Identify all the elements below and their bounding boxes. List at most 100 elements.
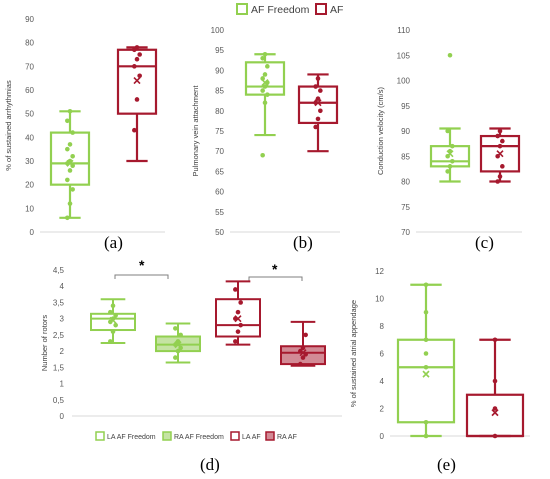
panel-e-box-af-freedom-point — [423, 364, 429, 370]
panel-a-box-af-freedom-point — [65, 177, 70, 183]
panel-d-box-la-af-mean — [234, 315, 242, 323]
panel-a-y-tick-label: 90 — [25, 15, 34, 24]
panel-b-y-tick-label: 60 — [215, 188, 224, 197]
panel-b-box-af-freedom-point — [262, 72, 268, 77]
panel-d-box-la-af-freedom-point — [113, 313, 118, 318]
panel-d-y-tick-label: 4,5 — [53, 266, 65, 275]
panel-d-box-ra-af-mean — [299, 349, 307, 357]
panel-c-y-axis-title: Conduction velocity (cm/s) — [376, 87, 385, 175]
legend-label-af: AF — [330, 4, 343, 16]
panel-d-box-la-af-point — [235, 309, 241, 315]
panel-b-box-af-freedom-point — [260, 55, 265, 61]
panel-d-group: 0 0,5 1 1,5 2 2,5 3 3,5 4 4,5 Number of rotors — [40, 266, 342, 421]
panel-d-box-la-af-point — [233, 287, 238, 292]
legend-label-af-freedom: AF Freedom — [251, 4, 310, 16]
panel-b-y-tick-label: 80 — [215, 107, 224, 116]
panel-e-box-af-freedom-point — [423, 419, 429, 425]
panel-label-e: (e) — [437, 455, 456, 474]
panel-c-y-tick-label: 85 — [401, 152, 410, 161]
panel-a-box-af-freedom-point — [67, 142, 73, 147]
panel-e-box-af-freedom-point — [423, 337, 429, 343]
panel-a-y-tick-label: 10 — [25, 204, 34, 213]
significance-star-freedom: * — [139, 257, 145, 273]
panel-a-y-axis-title: % of sustained arrhythmias — [4, 80, 13, 171]
legend-swatch-la-af — [230, 431, 240, 441]
panel-b-box-af-point — [315, 96, 321, 101]
legend-swatch-af — [315, 3, 327, 15]
panel-d-y-tick-label: 0 — [60, 412, 65, 421]
legend-d: LA AF Freedom RA AF Freedom LA AF RA AF — [95, 431, 297, 441]
panel-label-a: (a) — [104, 233, 123, 252]
panel-e-y-tick-label: 4 — [380, 377, 385, 386]
panel-d-box-ra-af-freedom-point — [173, 326, 178, 331]
panel-e-box-af-iqr — [465, 393, 525, 438]
panel-c-y-tick-label: 95 — [401, 102, 410, 111]
panel-a-box-af-freedom-point — [67, 201, 73, 206]
panel-d-box-la-af-point — [238, 300, 243, 305]
panel-a-y-tick-label: 20 — [25, 181, 34, 190]
panel-a-box-af-freedom-point — [67, 168, 73, 173]
panel-a-box-af-freedom-point — [67, 109, 73, 114]
significance-bracket-af — [248, 276, 303, 281]
panel-b-y-tick-label: 65 — [215, 167, 224, 176]
panel-a-box-af-iqr — [116, 48, 158, 115]
legend-swatch-la-af-freedom — [95, 431, 105, 441]
panel-d-y-tick-label: 3 — [60, 315, 65, 324]
panel-d-y-tick-label: 0,5 — [53, 396, 65, 405]
panel-c-box-af-point — [497, 174, 503, 179]
panel-a-box-af-freedom-point — [70, 130, 75, 135]
panel-d-box-ra-af-freedom-point — [173, 355, 178, 360]
panel-label-b: (b) — [293, 233, 313, 252]
panel-e-box-af-freedom-point — [423, 433, 429, 439]
panel-a-box-af-freedom-iqr — [49, 131, 91, 186]
legend-swatch-af-freedom — [236, 3, 248, 15]
panel-b-box-af-freedom-point — [265, 92, 270, 97]
panel-a-y-tick-label: 0 — [30, 228, 35, 237]
panel-a-box-af-freedom-point — [65, 215, 70, 221]
panel-c-box-af-freedom-point — [445, 169, 450, 174]
panel-d-y-tick-label: 4 — [60, 282, 65, 291]
panel-a-box-af-point — [134, 45, 140, 50]
legend-label-la-af: LA AF — [242, 434, 261, 441]
legend-swatch-ra-af — [265, 431, 275, 441]
legend-label-ra-af: RA AF — [277, 434, 297, 441]
panel-c-box-af-freedom-point — [447, 164, 453, 169]
panel-a-box-af-point — [137, 52, 142, 57]
panel-b-y-tick-label: 70 — [215, 147, 224, 156]
panel-c-y-tick-label: 70 — [401, 228, 410, 237]
panel-c-box-af-iqr — [479, 134, 521, 173]
panel-b-box-af-mean — [314, 99, 322, 107]
panel-d-box-ra-af-point — [303, 332, 308, 338]
panel-b-box-af-point — [318, 108, 323, 114]
panel-b-box-af-freedom-point — [260, 76, 265, 81]
panel-c-box-af-point — [500, 164, 505, 169]
significance-bracket-freedom — [114, 274, 169, 279]
panel-a-box-af-freedom-point — [70, 153, 75, 159]
panel-b-box-af-freedom-point — [260, 152, 265, 158]
panel-d-y-tick-label: 1 — [60, 380, 65, 389]
panel-d-box-la-af-freedom-point — [110, 329, 116, 334]
panel-c-y-tick-label: 90 — [401, 127, 410, 136]
panel-e-box-af-mean — [491, 409, 499, 417]
panel-d-box-ra-af-freedom-point — [178, 332, 183, 338]
panel-a-group: 0 10 20 30 40 50 60 70 80 90 % of sustained arrhyt… — [4, 15, 165, 237]
legend-label-la-af-freedom: LA AF Freedom — [107, 434, 156, 441]
panel-d-box-ra-af-freedom-mean — [174, 341, 182, 349]
panel-a-box-af-point — [132, 64, 137, 69]
panel-a-y-tick-label: 50 — [25, 110, 34, 119]
panel-b-y-tick-label: 95 — [215, 46, 224, 55]
panel-b-box-af-point — [315, 116, 321, 122]
panel-e-y-tick-label: 8 — [380, 322, 385, 331]
panel-e-y-tick-label: 12 — [375, 267, 384, 276]
panel-b-box-af-point — [313, 124, 318, 130]
panel-b-y-axis-title: Pulmonary vein attachment — [191, 85, 200, 177]
panel-b-y-tick-label: 50 — [215, 228, 224, 237]
panel-d-box-la-af-freedom-point — [110, 303, 116, 308]
panel-e-box-af-point — [492, 337, 498, 343]
panel-e-y-tick-label: 6 — [380, 350, 385, 359]
panel-c-box-af-freedom-point — [450, 159, 455, 164]
panel-e-box-af-freedom-mean — [422, 370, 430, 378]
panel-c-y-tick-label: 80 — [401, 178, 410, 187]
panel-c-y-tick-label: 75 — [401, 203, 410, 212]
